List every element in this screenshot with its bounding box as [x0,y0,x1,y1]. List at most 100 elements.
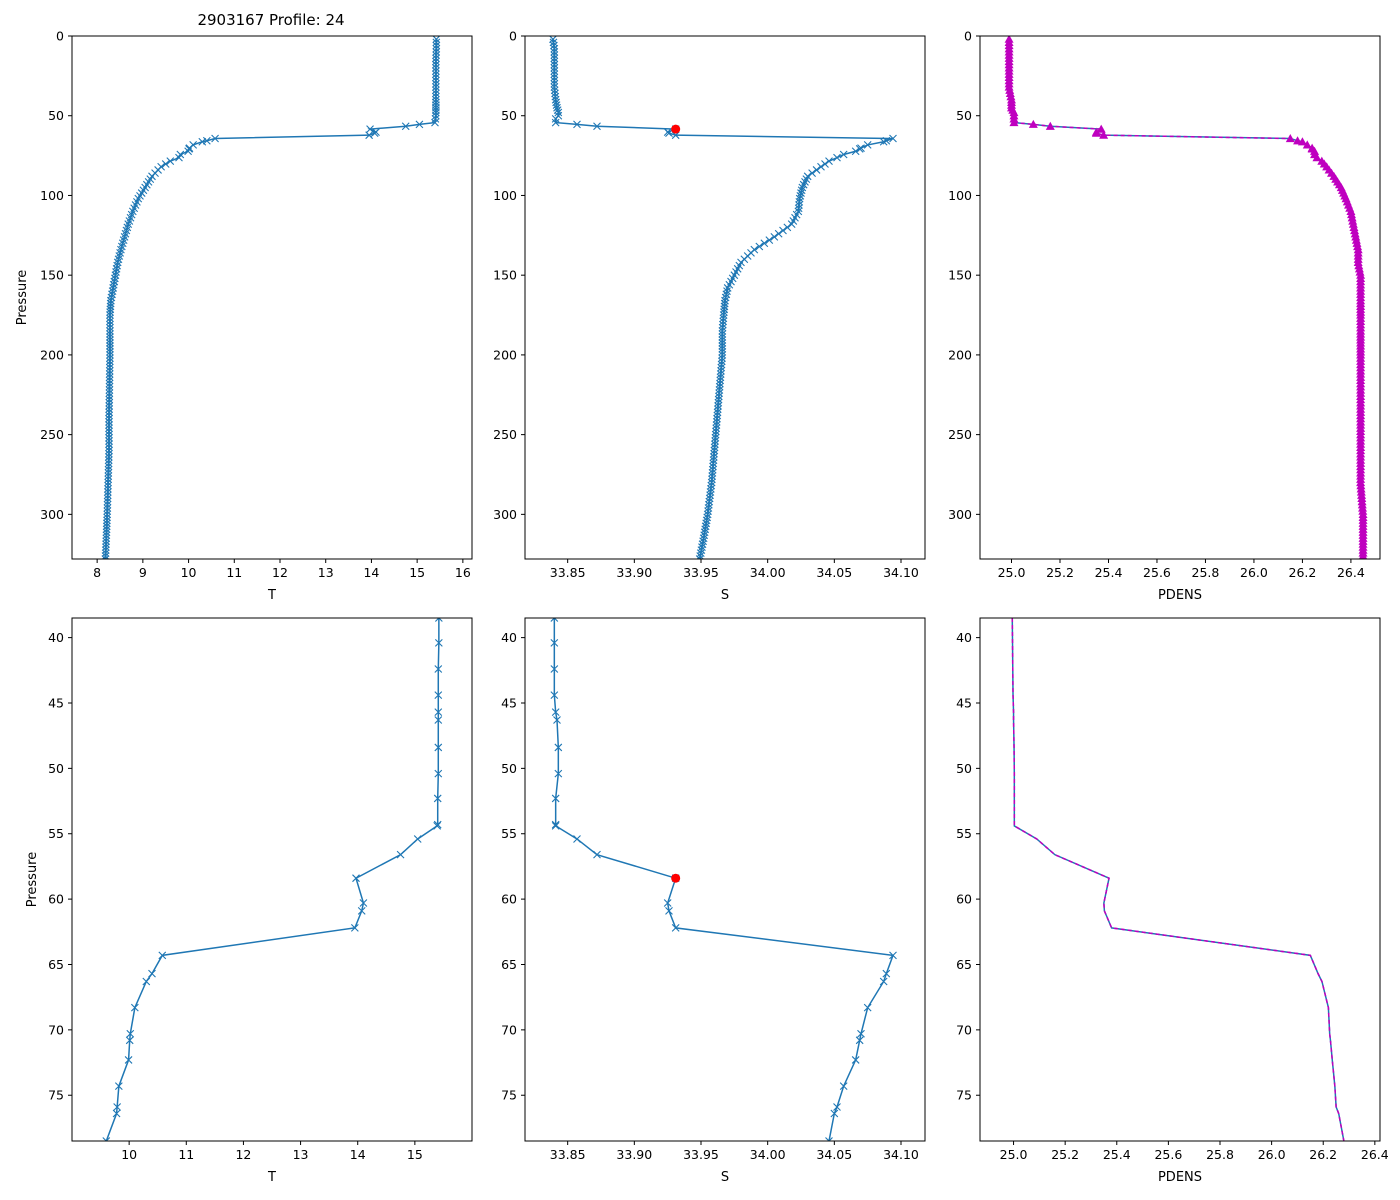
series-line [105,618,440,1141]
data-point [432,38,441,47]
y-tick-label: 0 [56,29,64,44]
triangle-markers [1004,36,1368,559]
data-point [126,1029,135,1038]
data-point [396,850,405,859]
data-point [109,284,118,292]
x-tick-label: 34.00 [750,565,786,580]
highlight-point [671,873,681,883]
subplot-sal-full: 33.85 33.90 33.95 34.00 34.05 34.10 0 50 100 150 2… [493,29,926,603]
data-point [431,86,440,95]
data-point [1355,267,1365,276]
data-point [1351,232,1361,241]
data-point [104,472,113,480]
data-point [102,1137,111,1141]
data-point [434,708,443,717]
data-point [718,323,727,332]
x-tick-label: 25.8 [1192,565,1220,580]
data-point [551,794,560,803]
data-point [705,497,714,506]
data-point [1346,206,1356,215]
x-tick-label: 33.90 [616,565,652,580]
data-point [106,339,114,347]
data-point [431,79,440,88]
data-point [434,638,443,647]
x-markers [102,618,443,1141]
data-point [431,118,439,127]
data-point [708,475,716,484]
data-point [1347,213,1357,222]
data-point [1353,241,1363,251]
data-point [705,494,714,503]
x-tick-label: 26.4 [1361,1147,1389,1162]
data-point [105,411,113,420]
data-point [707,481,716,490]
y-tick-label: 100 [948,188,972,203]
data-point [549,36,557,44]
data-point [105,363,114,372]
subplot-dens-full: 25.0 25.2 25.4 25.6 25.8 26.0 26.2 26.4 0 50 100 15… [948,29,1381,603]
data-point [755,242,764,251]
y-tick-label: 100 [40,188,64,203]
data-point [432,41,441,50]
x-tick-label: 25.8 [1206,1147,1234,1162]
data-point [434,716,443,724]
x-markers [101,36,441,559]
data-point [718,345,727,353]
y-tick-label: 0 [509,29,517,44]
highlight-point [671,124,681,134]
data-point [102,519,111,528]
data-point [710,449,718,458]
x-tick-label: 14 [350,1147,366,1162]
data-point [706,484,715,493]
data-point [431,76,440,85]
x-axis-label: T [267,1170,276,1185]
data-point [106,320,114,329]
data-point [700,531,709,540]
data-point [125,1036,134,1045]
axes-frame [71,617,473,1142]
subplot-temp-full: 8 9 10 11 12 13 14 15 16 0 50 100 150 200 250 300 T Press… [15,29,473,603]
data-point [696,549,705,557]
data-point [707,478,716,487]
data-point [718,342,727,350]
x-tick-label: 26.2 [1309,1147,1337,1162]
data-point [855,1036,864,1045]
data-point [697,546,706,555]
data-point [102,537,111,546]
x-tick-label: 25.2 [1051,1147,1079,1162]
data-point [434,769,443,778]
data-point [712,427,720,436]
data-point [554,108,563,117]
data-point [103,513,111,522]
y-tick-label: 150 [948,268,972,283]
data-point [106,351,114,359]
data-point [103,510,112,519]
data-point [105,414,113,423]
data-point [106,330,114,338]
y-tick-label: 200 [493,347,517,362]
y-tick-label: 75 [956,1088,972,1103]
data-point [101,546,110,555]
x-tick-label: 34.05 [816,565,852,580]
data-point [105,430,113,439]
data-point [839,1082,848,1090]
data-point [1360,554,1366,559]
data-point [415,120,424,129]
data-point [432,48,441,56]
data-point [795,201,803,209]
y-tick-label: 150 [40,268,64,283]
data-point [855,145,864,153]
data-point [882,136,891,145]
plot-area [101,36,441,559]
data-point [710,440,719,449]
data-point [699,537,707,546]
data-point [770,233,779,241]
data-point [211,134,219,143]
data-point [711,430,720,439]
x-markers [550,618,897,1141]
data-point [158,951,167,960]
series-line [553,618,895,1141]
data-point [431,106,440,115]
data-point [1005,85,1015,94]
x-tick-label: 25.0 [998,565,1026,580]
